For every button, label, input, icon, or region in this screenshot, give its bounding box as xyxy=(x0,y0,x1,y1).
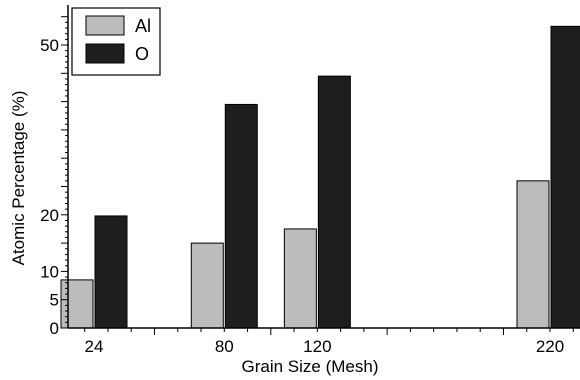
bar-al-80 xyxy=(190,242,224,329)
legend: Al O xyxy=(71,7,161,76)
y-tick-label: 50 xyxy=(40,36,59,55)
y-tick-label: 20 xyxy=(40,206,59,225)
y-tick-label: 0 xyxy=(50,319,59,338)
axes xyxy=(61,5,580,335)
x-axis-title: Grain Size (Mesh) xyxy=(242,357,379,376)
x-tick-label: 120 xyxy=(303,337,331,356)
bar-o-120 xyxy=(317,75,351,329)
y-tick-label: 5 xyxy=(50,291,59,310)
y-tick-label: 10 xyxy=(40,262,59,281)
bar-o-24 xyxy=(94,215,128,329)
bar-al-220 xyxy=(516,180,550,329)
bar-al-24 xyxy=(60,279,94,329)
legend-swatch-al xyxy=(85,15,125,36)
legend-label-al: Al xyxy=(135,16,151,36)
legend-swatch-o xyxy=(85,43,125,64)
bars xyxy=(60,25,580,329)
bar-al-120 xyxy=(283,228,317,329)
x-tick-label: 24 xyxy=(85,337,104,356)
tick-labels: 0 5 10 20 50 24 80 120 220 xyxy=(40,36,564,356)
legend-label-o: O xyxy=(135,44,149,64)
y-axis-title: Atomic Percentage (%) xyxy=(9,91,28,266)
bar-o-220 xyxy=(550,25,580,329)
bar-o-80 xyxy=(224,103,258,329)
x-tick-label: 220 xyxy=(536,337,564,356)
x-tick-label: 80 xyxy=(215,337,234,356)
